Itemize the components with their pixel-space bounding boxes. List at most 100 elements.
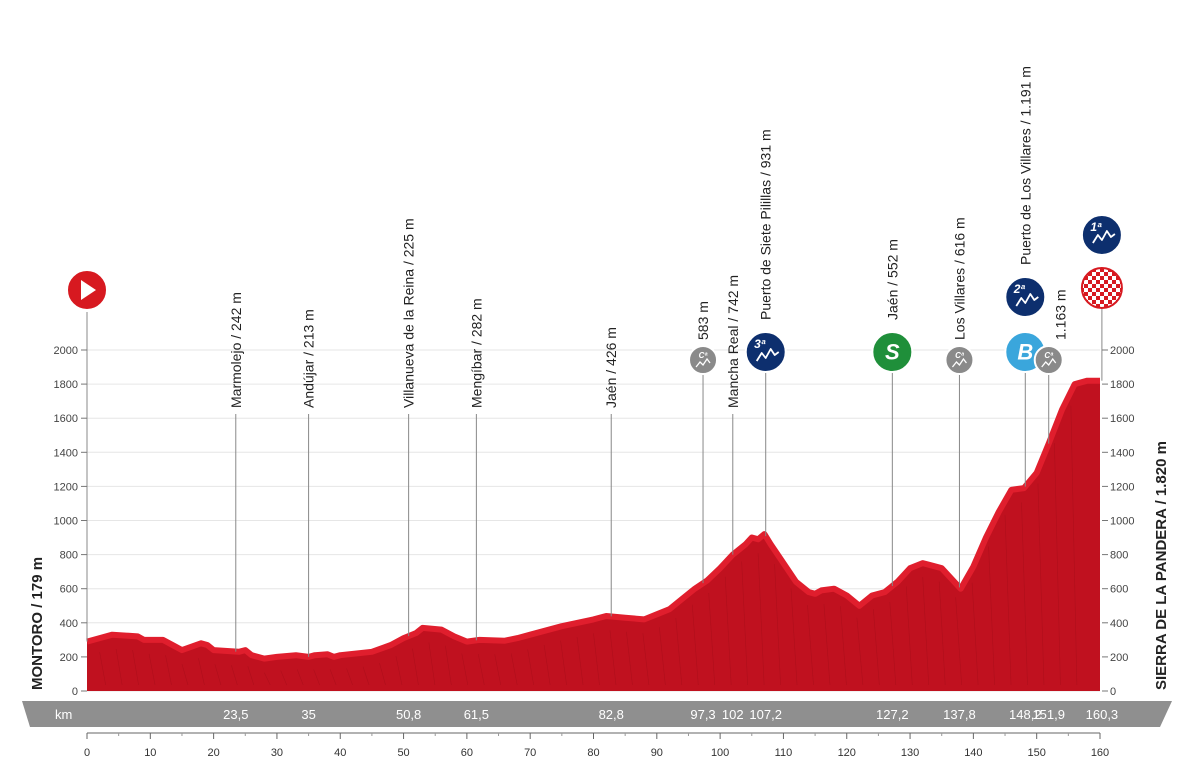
km-marker-label: 151,9 [1032,707,1065,722]
x-tick-label: 100 [711,747,729,759]
profile-texture [691,604,699,686]
y-tick-label: 1200 [54,481,78,493]
km-band: km [22,701,1172,727]
profile-texture [214,664,222,686]
km-marker-label: 97,3 [690,707,715,722]
x-tick-label: 130 [901,747,919,759]
checkered-flag-icon [1080,267,1123,309]
y-tick-label: 1000 [1110,516,1134,528]
point-label: Andújar / 213 m [301,309,317,408]
y-tick-label: 800 [1110,550,1128,562]
profile-texture [922,577,930,686]
profile-texture [543,644,551,686]
profile-texture [510,653,518,686]
profile-texture [905,586,913,686]
start-badge [66,269,108,311]
y-tick-label: 1800 [54,379,78,391]
profile-texture [428,642,436,686]
profile-texture [115,648,123,686]
y-tick-label: 0 [1110,686,1116,698]
profile-texture [132,650,139,686]
category-2-badge-text: 2ª [1013,282,1026,296]
y-tick-label: 0 [72,686,78,698]
x-tick-label: 70 [524,747,536,759]
point-label: Los Villares / 616 m [951,217,967,340]
category-3-badge-circle [744,331,787,373]
profile-texture [1054,443,1061,686]
profile-texture [1070,405,1078,686]
profile-texture [856,617,864,686]
point-leaders [86,308,1103,657]
finish-category-badge: 1ª [1080,214,1123,256]
finish-category-badge-text: 1ª [1090,220,1102,234]
profile-texture [412,648,419,686]
badges: Cª 3ª S Cª 2ª B Cª 1ª [66,214,1123,375]
profile-texture [576,636,584,686]
x-tick-label: 10 [144,747,156,759]
y-tick-label: 600 [60,584,78,596]
profile-texture [1004,514,1012,686]
point-label: Mancha Real / 742 m [725,275,741,408]
category-2-badge-circle [1004,276,1047,318]
profile-texture [346,668,353,686]
profile-texture [642,633,650,686]
profile-texture [708,592,716,686]
profile-texture [477,653,485,686]
profile-texture [971,582,979,686]
x-tick-label: 20 [208,747,220,759]
category-2-badge: 2ª [1004,276,1047,318]
category-3-badge-text: 3ª [754,337,766,351]
y-tick-label: 400 [60,618,78,630]
y-tick-label: 1000 [54,516,78,528]
sprint-badge-text: S [885,340,900,365]
x-tick-label: 30 [271,747,283,759]
km-marker-label: 148,2 [1009,707,1042,722]
y-tick-label: 1200 [1110,481,1134,493]
profile-texture [280,670,288,686]
x-tick-label: 40 [334,747,346,759]
x-tick-label: 80 [587,747,599,759]
point-label: Puerto de Los Villares / 1.191 m [1017,66,1033,265]
profile-texture [379,662,386,686]
x-tick-label: 0 [84,747,90,759]
y-tick-label: 2000 [54,345,78,357]
x-tick-label: 160 [1091,747,1109,759]
finish-badge [1080,267,1123,309]
y-tick-label: 800 [60,550,78,562]
profile-texture [181,663,189,686]
profile-texture [840,606,847,686]
point-label: Villanueva de la Reina / 225 m [401,218,417,408]
cota-badge-text: Cª [699,351,709,360]
profile-texture [313,669,320,686]
km-marker-label: 102 [722,707,744,722]
point-label: Jaén / 552 m [884,239,900,320]
sprint-badge-circle [871,331,914,373]
km-markers: 23,5 35 50,8 61,5 82,8 97,3 102 107,2 127,2 137,8… [223,707,1118,722]
profile-texture [527,649,534,686]
profile-texture [659,627,666,686]
point-label: Marmolejo / 242 m [228,292,244,408]
y-tick-label: 1400 [1110,447,1134,459]
profile-texture [329,669,337,686]
cota-badge-text: Cª [1044,351,1054,360]
point-label: Jaén / 426 m [603,327,619,408]
cota-badge: Cª [688,345,719,375]
sprint-badge: S [871,331,914,373]
y-tick-label: 1600 [1110,413,1134,425]
y-tick-label: 2000 [1110,345,1134,357]
y-tick-label: 200 [1110,652,1128,664]
profile-texture [774,563,781,686]
profile-texture [560,640,567,686]
profile-area [87,380,1100,691]
y-tick-label: 1600 [54,413,78,425]
profile-texture [362,666,370,686]
y-tick-label: 200 [60,652,78,664]
profile-texture [1021,502,1028,686]
profile-texture [873,609,880,686]
km-marker-label: 23,5 [223,707,248,722]
km-marker-label: 35 [301,707,315,722]
km-marker-label: 137,8 [943,707,976,722]
profile-texture [889,601,897,686]
finish-category-badge-circle [1080,214,1123,256]
